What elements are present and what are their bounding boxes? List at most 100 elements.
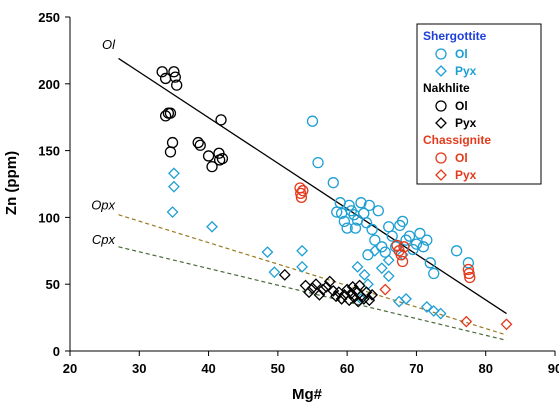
- legend-marker-circle: [435, 152, 447, 164]
- x-tick-label: 90: [548, 361, 559, 376]
- legend-item-label: Pyx: [455, 168, 477, 182]
- data-point-diamond: [268, 266, 281, 279]
- data-point-circle: [398, 241, 410, 253]
- legend-marker-diamond: [435, 169, 447, 181]
- data-point-diamond: [168, 167, 180, 180]
- data-point-diamond: [343, 294, 356, 307]
- series-nakhlite-ol: [156, 66, 229, 173]
- trend-line-ol: [118, 57, 507, 315]
- data-point-circle: [164, 107, 177, 119]
- series-shergottite-pyx: [166, 167, 447, 320]
- legend-item-label: Ol: [455, 99, 468, 113]
- data-point-diamond: [166, 206, 179, 218]
- data-point-diamond: [313, 288, 326, 301]
- data-point-circle: [327, 177, 339, 189]
- data-point-circle: [216, 152, 229, 165]
- data-point-circle: [169, 71, 181, 83]
- data-point-circle: [464, 271, 476, 284]
- data-point-circle: [355, 197, 367, 209]
- data-point-circle: [379, 246, 391, 258]
- data-point-circle: [462, 263, 475, 276]
- y-tick-label: 150: [38, 144, 60, 159]
- legend-marker-circle: [435, 48, 447, 60]
- legend-item-label: Ol: [455, 47, 468, 61]
- data-point-circle: [297, 185, 309, 197]
- x-axis-label: Mg#: [292, 386, 323, 403]
- data-point-circle: [403, 230, 416, 242]
- x-tick-label: 60: [340, 361, 354, 376]
- data-point-circle: [396, 255, 409, 268]
- axes: 20 30 40 50 60 70 80 90 0 50 100 150 200 250: [38, 10, 559, 376]
- y-tick-label: 250: [38, 10, 60, 25]
- legend-group-title: Nakhlite: [423, 81, 470, 95]
- data-point-circle: [295, 187, 307, 200]
- data-point-circle: [391, 239, 403, 252]
- y-tick-label: 100: [38, 210, 60, 225]
- data-point-diamond: [353, 279, 366, 292]
- y-tick-label: 200: [38, 77, 60, 92]
- data-point-diamond: [345, 287, 358, 300]
- data-point-diamond: [427, 305, 440, 317]
- data-point-circle: [194, 139, 206, 151]
- series-nakhlite-pyx: [278, 268, 379, 308]
- data-point-circle: [414, 227, 426, 240]
- trend-label-opx: Opx: [91, 197, 115, 212]
- data-point-diamond: [320, 280, 333, 293]
- data-point-diamond: [346, 280, 359, 293]
- legend-item-label: Pyx: [455, 116, 477, 130]
- trend-label-ol: Ol: [102, 37, 116, 52]
- data-point-circle: [463, 267, 475, 280]
- data-point-circle: [192, 136, 204, 149]
- legend: Shergottite Ol Pyx Nakhlite Ol Pyx Chassignite…: [416, 23, 542, 185]
- data-point-diamond: [296, 260, 309, 273]
- data-point-diamond: [368, 244, 381, 257]
- data-point-diamond: [366, 288, 379, 301]
- data-point-diamond: [296, 244, 309, 257]
- data-point-circle: [428, 267, 440, 280]
- x-tick-label: 70: [409, 361, 423, 376]
- data-point-circle: [164, 146, 177, 158]
- data-point-circle: [360, 217, 373, 229]
- data-point-circle: [215, 114, 227, 126]
- data-point-circle: [462, 257, 475, 269]
- data-point-diamond: [316, 283, 329, 296]
- data-point-diamond: [310, 278, 322, 291]
- data-point-diamond: [382, 254, 395, 267]
- trend-label-cpx: Cpx: [92, 232, 116, 247]
- data-point-circle: [343, 199, 355, 212]
- data-point-circle: [206, 160, 218, 173]
- data-point-circle: [338, 215, 351, 228]
- data-point-circle: [450, 245, 463, 257]
- legend-item-label: Pyx: [455, 64, 477, 78]
- data-point-circle: [410, 238, 423, 250]
- x-tick-label: 50: [271, 361, 285, 376]
- data-point-circle: [363, 199, 375, 212]
- x-tick-label: 40: [201, 361, 215, 376]
- y-tick-label: 0: [53, 344, 60, 359]
- data-point-diamond: [261, 246, 274, 259]
- legend-item-label: Ol: [455, 151, 468, 165]
- data-point-circle: [349, 222, 362, 234]
- data-point-diamond: [379, 283, 392, 296]
- series-shergottite-ol: [306, 115, 475, 280]
- data-point-circle: [366, 223, 378, 236]
- data-point-diamond: [375, 262, 388, 275]
- data-point-circle: [156, 66, 168, 78]
- data-point-circle: [362, 249, 374, 261]
- data-point-diamond: [500, 318, 513, 331]
- data-point-circle: [396, 215, 409, 228]
- legend-group-title: Shergottite: [423, 29, 487, 43]
- data-point-diamond: [206, 220, 218, 233]
- data-point-diamond: [351, 260, 364, 273]
- data-point-diamond: [460, 315, 473, 328]
- data-point-circle: [417, 241, 430, 253]
- data-point-circle: [306, 115, 319, 127]
- data-point-diamond: [400, 292, 412, 305]
- data-point-diamond: [434, 307, 447, 320]
- data-point-circle: [400, 234, 412, 246]
- data-point-diamond: [306, 282, 319, 295]
- series-chassignite-ol: [294, 182, 476, 284]
- data-point-circle: [372, 205, 384, 217]
- data-point-circle: [341, 222, 353, 234]
- data-point-diamond: [358, 268, 371, 281]
